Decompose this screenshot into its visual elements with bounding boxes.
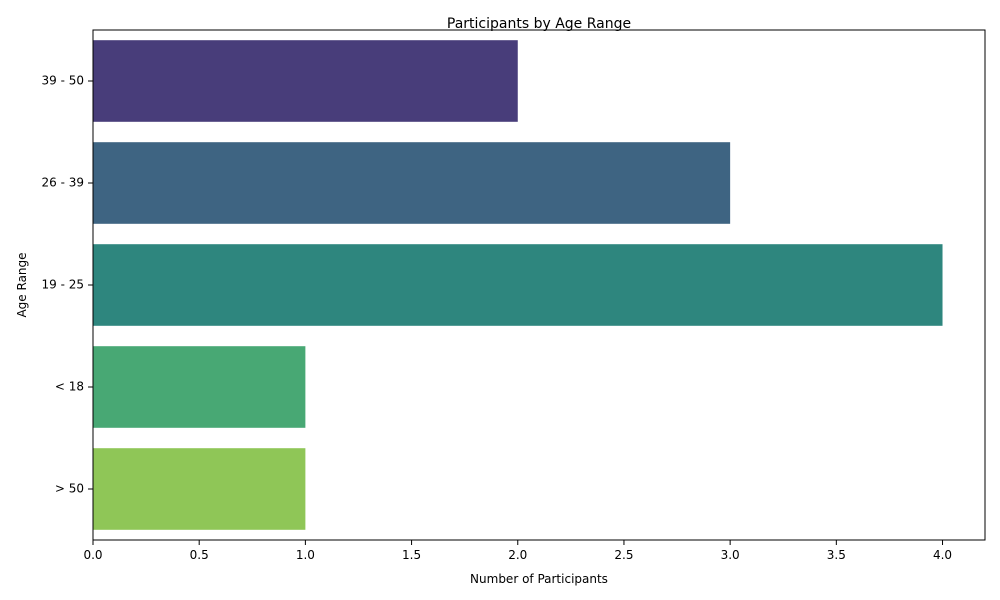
y-tick-label: 19 - 25 <box>42 278 85 292</box>
bar-0 <box>93 40 518 122</box>
x-tick-label: 3.0 <box>721 548 740 562</box>
x-axis: 0.0 0.5 1.0 1.5 2.0 2.5 3.0 3.5 4.0 <box>83 540 952 562</box>
bar-1 <box>93 142 731 224</box>
y-tick-label: > 50 <box>55 482 84 496</box>
bars-group <box>93 40 943 530</box>
x-tick-label: 2.5 <box>614 548 633 562</box>
y-tick-label: < 18 <box>55 380 84 394</box>
y-axis-label: Age Range <box>15 252 29 317</box>
y-tick-label: 26 - 39 <box>42 176 85 190</box>
y-axis: 39 - 50 26 - 39 19 - 25 < 18 > 50 <box>42 74 93 496</box>
chart-title: Participants by Age Range <box>447 16 631 32</box>
bar-3 <box>93 346 306 428</box>
bar-2 <box>93 244 943 326</box>
x-tick-label: 1.5 <box>402 548 421 562</box>
y-tick-label: 39 - 50 <box>42 74 85 88</box>
x-axis-label: Number of Participants <box>470 572 608 586</box>
x-tick-label: 0.5 <box>190 548 209 562</box>
x-tick-label: 4.0 <box>933 548 952 562</box>
x-tick-label: 0.0 <box>83 548 102 562</box>
x-tick-label: 3.5 <box>827 548 846 562</box>
x-tick-label: 1.0 <box>296 548 315 562</box>
x-tick-label: 2.0 <box>508 548 527 562</box>
bar-4 <box>93 448 306 530</box>
